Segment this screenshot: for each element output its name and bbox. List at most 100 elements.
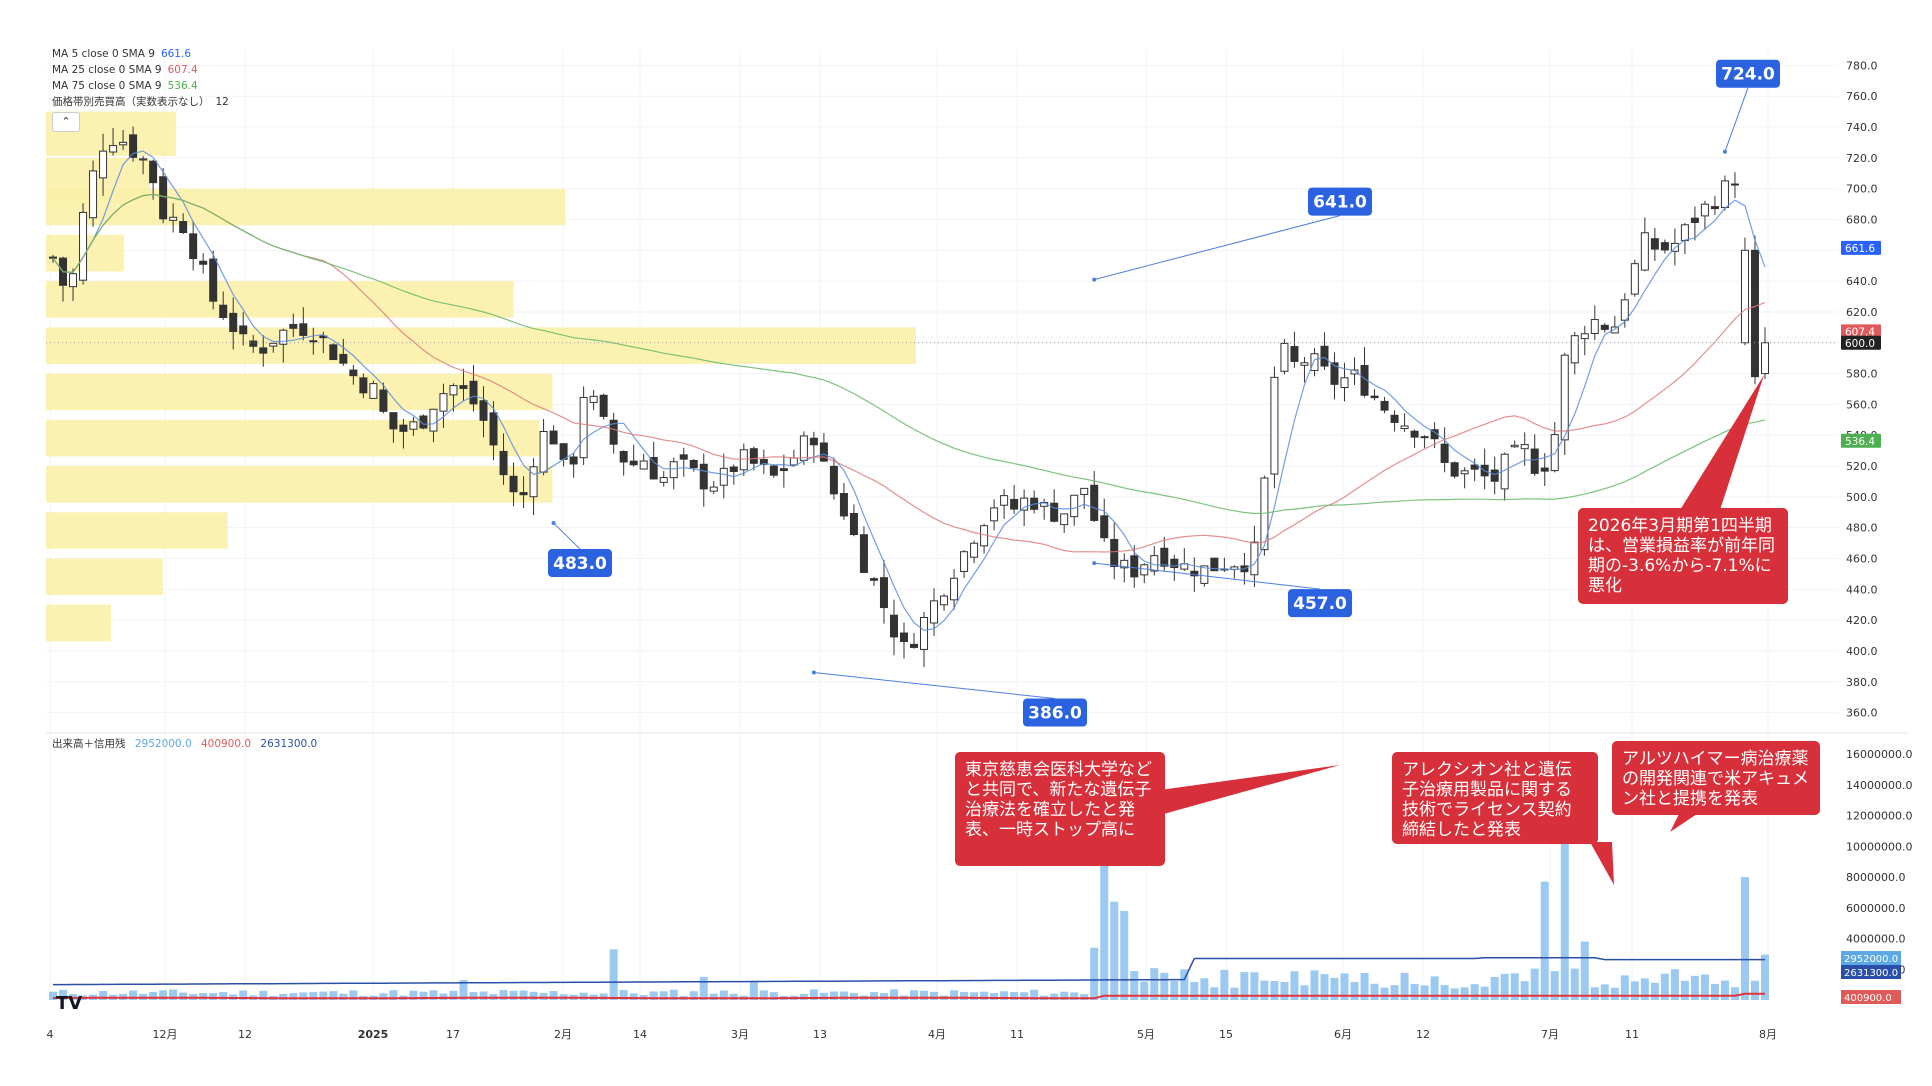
candle-body bbox=[849, 512, 858, 536]
candle-body bbox=[699, 463, 708, 490]
x-tick-label: 12月 bbox=[153, 1028, 178, 1041]
candle-body bbox=[619, 450, 628, 463]
volume-bar bbox=[179, 992, 188, 1000]
candle-body bbox=[629, 460, 638, 466]
price-legend: MA 5 close 0 SMA 9 661.6 MA 25 close 0 SM… bbox=[52, 46, 229, 110]
volume-bar bbox=[1430, 976, 1439, 1000]
candle-body bbox=[449, 385, 458, 396]
candle-body bbox=[1110, 538, 1119, 567]
volume-bar bbox=[759, 990, 768, 1000]
tradingview-logo-icon[interactable]: TV bbox=[56, 993, 83, 1014]
volume-bar bbox=[99, 990, 108, 1000]
volume-bar bbox=[1570, 968, 1579, 1000]
candle-body bbox=[689, 460, 698, 469]
volume-bar bbox=[289, 993, 298, 1000]
collapse-legend-button[interactable]: ⌃ bbox=[52, 112, 80, 132]
candle-body bbox=[1690, 217, 1699, 223]
volume-bar bbox=[609, 949, 618, 1000]
callout-label: 724.0 bbox=[1721, 65, 1775, 85]
candle-body bbox=[960, 551, 969, 572]
volume-bar bbox=[1740, 877, 1749, 1000]
candle-body bbox=[1300, 362, 1309, 366]
x-axis: 4 12月 12 2025 17 2月 14 3月 13 4月 11 5月 15 6月 12 7月 11 8月 bbox=[47, 1028, 1778, 1041]
volume-bar bbox=[1390, 985, 1399, 1000]
volume-bar bbox=[519, 990, 528, 1000]
volume-bar bbox=[579, 992, 588, 1000]
legend-ma5[interactable]: MA 5 close 0 SMA 9 661.6 bbox=[52, 48, 191, 60]
volume-bar bbox=[839, 991, 848, 1000]
candle-body bbox=[1060, 513, 1069, 526]
candle-body bbox=[359, 377, 368, 394]
callout-dot bbox=[551, 521, 556, 526]
volume-tag bbox=[1841, 990, 1901, 1004]
y-tick-label: 380.0 bbox=[1846, 676, 1878, 689]
candle-body bbox=[259, 347, 268, 354]
candle-body bbox=[1050, 502, 1059, 522]
volume-bar bbox=[869, 992, 878, 1000]
candle-body bbox=[930, 600, 939, 624]
volume-bar bbox=[149, 991, 158, 1000]
margin-sell-line bbox=[53, 992, 1765, 1000]
volume-bar bbox=[1620, 975, 1629, 1000]
candle-body bbox=[439, 393, 448, 412]
candle-body bbox=[1080, 487, 1089, 495]
x-tick-label: 7月 bbox=[1541, 1028, 1559, 1041]
candle-body bbox=[659, 477, 668, 483]
candle-body bbox=[1590, 319, 1599, 335]
y-tick-label: 680.0 bbox=[1846, 214, 1878, 227]
volume-bar bbox=[1010, 992, 1019, 1000]
candle-body bbox=[1730, 183, 1739, 186]
volume-bar bbox=[1130, 971, 1139, 1000]
legend-volume-profile[interactable]: 価格帯別売買高（実数表示なし） 12 bbox=[52, 96, 229, 108]
candle-body bbox=[429, 408, 438, 432]
volume-bar bbox=[1110, 901, 1119, 1000]
callouts: 483.0 386.0 641.0 457.0 724.0 bbox=[548, 59, 1780, 727]
candle-body bbox=[1570, 335, 1579, 364]
volume-bar bbox=[1050, 993, 1059, 1000]
candle-body bbox=[249, 340, 258, 347]
volume-bar bbox=[1360, 973, 1369, 1000]
volume-bar bbox=[1230, 987, 1239, 1000]
y-tick-label: 6000000.0 bbox=[1846, 902, 1906, 915]
y-tick-label: 780.0 bbox=[1846, 59, 1878, 72]
volume-profile-bar bbox=[46, 419, 540, 457]
candle-body bbox=[1070, 494, 1079, 518]
ma75-line bbox=[52, 193, 1766, 515]
candle-body bbox=[1660, 242, 1669, 251]
candle-body bbox=[279, 329, 288, 345]
candle-body bbox=[1100, 515, 1109, 539]
volume-bar bbox=[1370, 983, 1379, 1000]
candle-body bbox=[950, 577, 959, 601]
candle-body bbox=[569, 456, 578, 465]
candle-body bbox=[169, 216, 178, 221]
margin-buy-line bbox=[53, 957, 1765, 986]
candle-body bbox=[1270, 376, 1279, 475]
x-tick-label: 13 bbox=[813, 1028, 827, 1041]
price-tag bbox=[1841, 335, 1881, 350]
candle-body bbox=[409, 421, 418, 430]
candle-body bbox=[269, 342, 278, 347]
candle-body bbox=[379, 389, 388, 412]
y-tick-label: 400.0 bbox=[1846, 645, 1878, 658]
volume-bar bbox=[1560, 831, 1569, 1000]
legend-ma25[interactable]: MA 25 close 0 SMA 9 607.4 bbox=[52, 64, 198, 76]
x-tick-label: 3月 bbox=[731, 1028, 749, 1041]
volume-profile-bar bbox=[46, 188, 566, 226]
candle-body bbox=[1680, 224, 1689, 241]
legend-ma75[interactable]: MA 75 close 0 SMA 9 536.4 bbox=[52, 80, 198, 92]
volume-bar bbox=[1380, 987, 1389, 1000]
volume-bar bbox=[1340, 973, 1349, 1000]
volume-bar bbox=[1520, 981, 1529, 1000]
x-tick-label: 14 bbox=[633, 1028, 647, 1041]
candle-body bbox=[1600, 324, 1609, 330]
note-acumen: アルツハイマー病治療薬の開発関連で米アキュメン社と提携を発表 bbox=[1612, 741, 1820, 815]
candle-body bbox=[479, 400, 488, 421]
volume-bar bbox=[1200, 978, 1209, 1000]
candle-body bbox=[1200, 565, 1209, 584]
candle-body bbox=[219, 304, 228, 318]
volume-bar bbox=[469, 991, 478, 1000]
candle-body bbox=[1380, 400, 1389, 411]
volume-legend[interactable]: 出来高＋信用残 2952000.0 400900.0 2631300.0 bbox=[52, 738, 318, 750]
candle-body bbox=[1700, 203, 1709, 217]
x-tick-label: 12 bbox=[1416, 1028, 1430, 1041]
